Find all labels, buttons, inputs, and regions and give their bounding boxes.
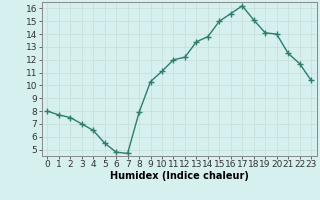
X-axis label: Humidex (Indice chaleur): Humidex (Indice chaleur) bbox=[110, 171, 249, 181]
